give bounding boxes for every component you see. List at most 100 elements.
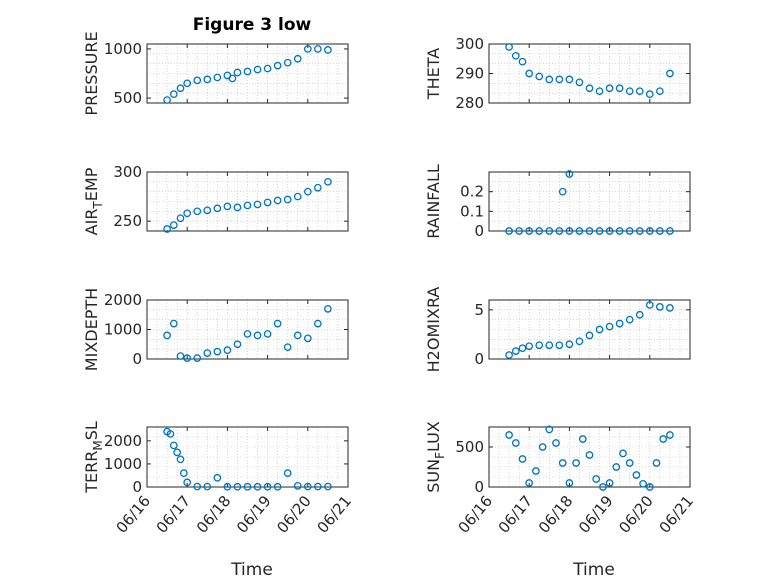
data-point	[545, 341, 554, 350]
data-point	[163, 331, 171, 340]
data-point	[555, 227, 564, 235]
data-point	[163, 225, 171, 233]
data-point	[166, 430, 175, 438]
data-point	[619, 449, 627, 458]
data-point	[552, 439, 560, 447]
y-tick-label: 300	[113, 163, 142, 181]
data-point	[203, 349, 212, 357]
data-point	[518, 57, 527, 66]
data-point	[263, 330, 272, 338]
data-point	[183, 79, 192, 88]
data-point	[243, 67, 252, 76]
data-point	[283, 58, 292, 67]
data-point	[585, 451, 594, 459]
y-tick-label: 2000	[104, 291, 142, 309]
data-point	[505, 227, 513, 235]
data-point	[243, 201, 252, 210]
data-point	[635, 87, 644, 96]
data-point	[273, 319, 282, 328]
data-point	[575, 337, 584, 346]
data-point	[655, 227, 664, 235]
data-point	[635, 310, 644, 319]
data-point	[595, 325, 604, 334]
data-point	[632, 471, 641, 479]
y-tick-label: 0	[132, 478, 142, 496]
data-point	[518, 344, 527, 353]
data-point	[213, 73, 222, 82]
data-point	[555, 341, 564, 350]
x-tick-label: 06/16	[112, 492, 154, 537]
data-point	[193, 76, 202, 85]
x-tick-label: 06/17	[495, 492, 537, 537]
x-tick-label: 06/21	[655, 492, 697, 537]
data-point	[180, 469, 188, 478]
data-point	[645, 90, 654, 99]
axes-box	[146, 43, 349, 104]
data-point	[545, 425, 554, 434]
y-tick-label: 1000	[104, 455, 142, 473]
data-point	[263, 482, 272, 491]
data-point	[176, 214, 185, 223]
data-point	[535, 72, 544, 81]
data-point	[293, 331, 302, 340]
y-tick-label: 280	[455, 94, 484, 112]
data-point	[233, 68, 242, 77]
data-point	[176, 455, 185, 464]
y-tick-label: 0	[474, 222, 484, 240]
y-axis-label: SUNFLUX	[424, 421, 447, 493]
data-point	[263, 198, 272, 207]
data-point	[585, 331, 594, 340]
panel-3: 250 300 AIRTEMP	[82, 163, 349, 235]
data-point	[233, 482, 242, 491]
data-point	[565, 75, 574, 84]
data-point	[193, 354, 202, 362]
data-point	[324, 46, 332, 54]
x-tick-label: 06/16	[454, 492, 496, 537]
data-point	[639, 479, 647, 488]
data-point	[525, 342, 534, 351]
y-axis-label: AIRTEMP	[82, 167, 105, 235]
data-point	[578, 435, 587, 443]
data-point	[666, 69, 674, 78]
data-point	[595, 227, 604, 235]
data-point	[213, 473, 222, 482]
x-tick-label: 06/21	[313, 492, 355, 537]
axes-box	[146, 426, 349, 488]
data-point	[545, 75, 554, 84]
data-point	[228, 74, 237, 83]
data-point	[645, 301, 654, 309]
data-point	[243, 330, 252, 338]
y-axis-label: PRESSURE	[82, 31, 101, 115]
data-point	[535, 341, 544, 350]
panel-4: 0 0.10.2 RAINFALL	[424, 164, 691, 240]
data-point	[213, 347, 222, 356]
data-point	[538, 443, 547, 451]
data-point	[169, 319, 178, 328]
data-point	[176, 84, 185, 93]
data-point	[565, 479, 574, 487]
data-point	[599, 483, 607, 491]
data-point	[303, 482, 312, 491]
data-point	[635, 227, 644, 235]
data-point	[324, 304, 332, 313]
data-point	[592, 475, 601, 483]
data-point	[511, 51, 520, 60]
data-point	[515, 227, 524, 235]
data-point	[233, 340, 242, 349]
data-point	[615, 84, 624, 93]
y-tick-label: 500	[455, 438, 484, 456]
y-tick-label: 0	[474, 478, 484, 496]
data-point	[303, 187, 312, 196]
data-point	[555, 75, 564, 84]
data-point	[545, 227, 554, 235]
y-tick-label: 5	[474, 301, 484, 319]
data-point	[666, 227, 674, 235]
data-point	[645, 227, 654, 235]
data-point	[203, 482, 212, 491]
data-point	[193, 207, 202, 216]
data-point	[615, 227, 624, 235]
